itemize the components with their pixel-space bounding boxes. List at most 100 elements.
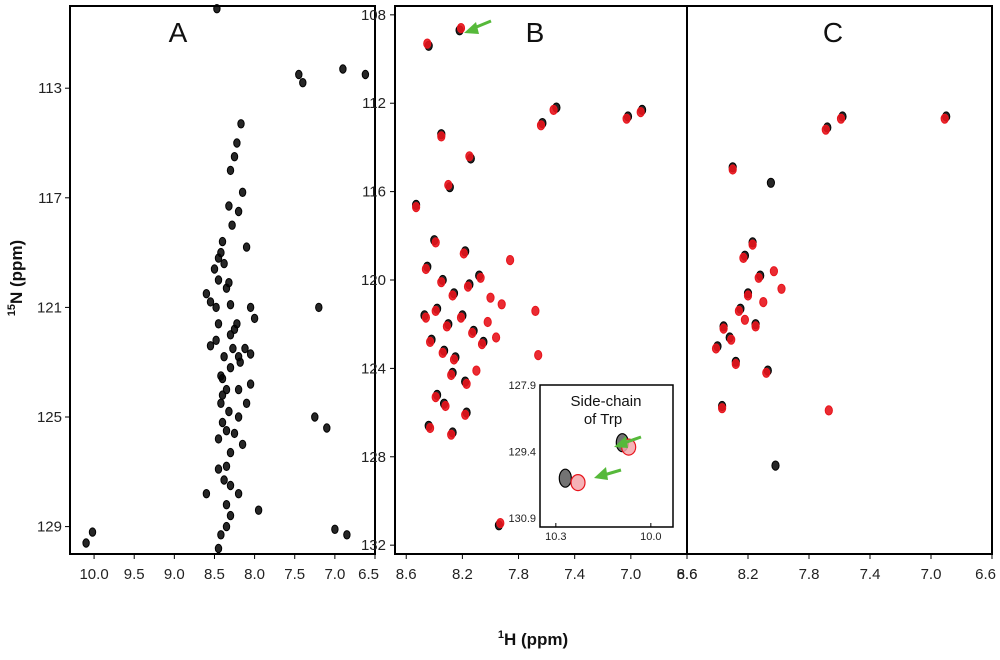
x-tick-label-a-1: 9.5 bbox=[124, 566, 145, 583]
peak-a-s0-71 bbox=[214, 543, 223, 554]
peak-b-s1-2 bbox=[536, 120, 546, 131]
peak-c-s1-14 bbox=[718, 403, 727, 414]
peak-a-s0-30 bbox=[236, 357, 244, 367]
x-axis-title-main: H (ppm) bbox=[504, 630, 568, 649]
inset-peak-s0-0 bbox=[558, 468, 572, 488]
peak-b-s1-22 bbox=[438, 347, 447, 358]
x-tick-label-c-1: 8.2 bbox=[738, 566, 759, 583]
y-tick-label-b-4: 124 bbox=[361, 360, 386, 377]
inset-frame bbox=[539, 384, 674, 528]
peak-a-s0-23 bbox=[250, 313, 259, 324]
peak-a-s0-45 bbox=[222, 461, 231, 471]
peak-b-s1-10 bbox=[431, 237, 440, 248]
peak-b-s1-26 bbox=[447, 369, 456, 381]
peak-b-s1-32 bbox=[426, 422, 435, 434]
peak-a-s0-8 bbox=[226, 165, 235, 176]
peak-b-s1-6 bbox=[437, 131, 446, 142]
peak-a-s0-4 bbox=[361, 69, 370, 80]
x-tick-label-c-2: 7.8 bbox=[799, 566, 820, 583]
peak-c-s1-9 bbox=[751, 321, 760, 332]
peak-a-s0-3 bbox=[339, 64, 347, 74]
panel-a-peaks bbox=[82, 4, 370, 554]
peak-a-s0-62 bbox=[214, 464, 223, 474]
peak-a-s0-0 bbox=[213, 4, 221, 14]
peak-a-s0-22 bbox=[246, 302, 255, 313]
peak-b-s1-1 bbox=[456, 23, 466, 34]
peak-b-s1-0 bbox=[423, 38, 432, 49]
x-tick-label-a-3: 8.5 bbox=[204, 566, 225, 583]
panel-c-x-ticks: 8.6 8.2 7.8 7.4 7.0 6.6 bbox=[677, 554, 996, 583]
inset-y-tick-label-2: 130.9 bbox=[508, 513, 536, 525]
peak-b-s1-5 bbox=[636, 107, 645, 118]
peak-c-s1-11 bbox=[719, 323, 728, 334]
peak-a-s0-13 bbox=[218, 236, 227, 247]
peak-b-s1-33 bbox=[447, 429, 456, 440]
peak-a-s0-63 bbox=[242, 242, 251, 252]
peak-a-s0-70 bbox=[217, 530, 225, 540]
peak-a-s0-16 bbox=[214, 275, 223, 285]
peak-a-s0-52 bbox=[212, 335, 220, 345]
peak-b-s1-16 bbox=[476, 272, 485, 283]
panel-b-x-ticks: 8.6 8.2 7.8 7.4 7.0 6.6 bbox=[396, 554, 698, 583]
peak-c-s1-19 bbox=[759, 297, 768, 308]
peak-a-s0-60 bbox=[233, 319, 241, 329]
peak-b-s1-39 bbox=[472, 365, 481, 376]
peak-b-s1-8 bbox=[444, 179, 453, 191]
y-axis-title-main: N (ppm) bbox=[7, 240, 26, 304]
peak-c-s1-0 bbox=[836, 113, 846, 124]
peak-b-s1-41 bbox=[492, 332, 501, 343]
peak-a-s0-53 bbox=[220, 352, 228, 362]
y-tick-label-a-0: 113 bbox=[38, 80, 62, 97]
y-tick-label-b-5: 128 bbox=[361, 449, 386, 466]
peak-b-s1-11 bbox=[459, 248, 468, 259]
peak-a-s0-9 bbox=[238, 187, 247, 198]
x-tick-label-c-3: 7.4 bbox=[860, 566, 881, 583]
peak-a-s0-66 bbox=[222, 521, 231, 532]
peak-b-s1-35 bbox=[497, 299, 506, 310]
peak-a-s0-1 bbox=[295, 69, 303, 80]
peak-a-s0-47 bbox=[202, 489, 211, 499]
peak-b-s1-15 bbox=[463, 281, 473, 292]
peak-c-s1-20 bbox=[740, 314, 750, 325]
peak-b-s1-3 bbox=[549, 104, 558, 116]
peak-c-s1-2 bbox=[940, 113, 949, 124]
inset-x-tick-label-1: 10.0 bbox=[640, 531, 661, 543]
peak-c-s1-15 bbox=[762, 367, 771, 378]
inset-arrow-lower-icon bbox=[594, 467, 622, 480]
peak-a-s0-5 bbox=[237, 119, 245, 129]
peak-c-s1-8 bbox=[734, 305, 744, 316]
panel-a-frame bbox=[69, 5, 376, 555]
peak-a-s0-69 bbox=[82, 538, 90, 548]
peak-a-s0-26 bbox=[214, 319, 223, 329]
peak-b-s1-4 bbox=[622, 113, 631, 124]
peak-b-s1-21 bbox=[426, 336, 435, 347]
x-tick-label-b-5: 6.6 bbox=[677, 566, 698, 583]
peak-b-s1-37 bbox=[531, 305, 540, 316]
peak-a-s0-51 bbox=[234, 489, 243, 499]
peak-c-s1-16 bbox=[824, 405, 833, 416]
y-axis-title: 15N (ppm) bbox=[6, 240, 26, 316]
panel-a: A 10.0 9.5 9.0 8.5 8.0 7.5 7.0 6.5 113 117 121 125… bbox=[37, 4, 379, 583]
inset-x-ticks: 10.3 10.0 bbox=[545, 523, 662, 543]
peak-c-s1-5 bbox=[739, 252, 748, 263]
x-axis-title-sup: 1 bbox=[498, 629, 504, 641]
peak-b-s1-40 bbox=[483, 316, 492, 328]
inset-peak-s1-0 bbox=[570, 474, 586, 492]
peak-a-s0-43 bbox=[238, 439, 247, 450]
peak-b-s1-27 bbox=[462, 378, 471, 389]
panel-a-x-ticks: 10.0 9.5 9.0 8.5 8.0 7.5 7.0 6.5 bbox=[79, 554, 379, 583]
x-tick-label-a-4: 8.0 bbox=[244, 566, 265, 583]
peak-a-s0-68 bbox=[88, 527, 97, 537]
y-tick-label-a-1: 117 bbox=[38, 190, 62, 207]
peak-a-s0-54 bbox=[218, 373, 227, 384]
peak-a-s0-21 bbox=[212, 302, 220, 313]
peak-a-s0-49 bbox=[323, 423, 331, 433]
peak-a-s0-55 bbox=[217, 398, 225, 408]
y-tick-label-a-2: 121 bbox=[37, 299, 62, 316]
x-tick-label-a-6: 7.0 bbox=[324, 566, 345, 583]
peak-a-s0-73 bbox=[206, 341, 215, 351]
y-tick-label-b-3: 120 bbox=[361, 272, 386, 289]
peak-c-s1-1 bbox=[821, 124, 830, 135]
panel-b-label: B bbox=[526, 17, 545, 48]
peak-a-s0-59 bbox=[226, 300, 235, 310]
